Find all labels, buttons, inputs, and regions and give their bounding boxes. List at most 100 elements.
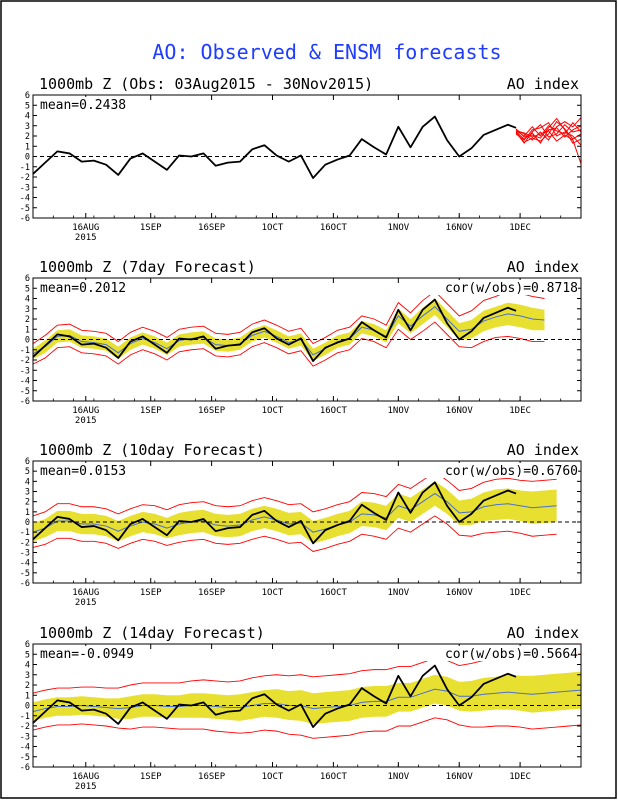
x-tick-label: 16NOV — [446, 223, 474, 233]
figure-title: AO: Observed & ENSM forecasts — [152, 40, 501, 64]
y-tick-label: 1 — [25, 142, 30, 152]
y-tick-label: -1 — [20, 163, 30, 173]
x-tick-label: 16AUG — [72, 588, 99, 598]
correlation-label-box — [421, 646, 578, 661]
y-tick-label: 1 — [25, 325, 30, 335]
ensemble-band — [33, 481, 557, 544]
x-tick-label: 1NOV — [387, 588, 409, 598]
x-tick-sublabel: 2015 — [75, 782, 97, 792]
chart-title: 1000mb Z (10day Forecast) — [39, 441, 265, 459]
x-tick-label: 1SEP — [140, 223, 162, 233]
mean-label-box — [37, 463, 149, 478]
y-tick-label: -5 — [20, 753, 30, 763]
x-tick-label: 1DEC — [509, 406, 531, 416]
x-tick-label: 1SEP — [140, 588, 162, 598]
x-tick-label: 1NOV — [387, 772, 409, 782]
forecast-member-line-2 — [515, 121, 582, 137]
y-tick-label: 5 — [25, 467, 30, 477]
y-tick-label: 1 — [25, 691, 30, 701]
mean-label-box — [37, 97, 149, 112]
ensemble-spread-low-line — [32, 717, 582, 739]
x-tick-label: 1DEC — [509, 772, 531, 782]
x-tick-label: 16OCT — [320, 406, 348, 416]
x-tick-label: 1NOV — [387, 223, 409, 233]
x-tick-label: 16SEP — [198, 772, 226, 782]
y-tick-label: -3 — [20, 366, 30, 376]
y-tick-label: 5 — [25, 284, 30, 294]
correlation-label: cor(w/obs)=0.5664 — [445, 647, 578, 662]
y-tick-label: -1 — [20, 712, 30, 722]
x-tick-label: 16AUG — [72, 772, 99, 782]
x-tick-label: 1DEC — [509, 223, 531, 233]
x-tick-label: 1OCT — [262, 772, 284, 782]
y-tick-label: -2 — [20, 173, 30, 183]
mean-label-box — [37, 646, 149, 661]
ao-index-label: AO index — [507, 75, 579, 93]
y-tick-label: 6 — [25, 91, 30, 101]
y-tick-label: 1 — [25, 508, 30, 518]
x-tick-label: 16AUG — [72, 406, 99, 416]
x-tick-sublabel: 2015 — [75, 598, 97, 608]
y-tick-label: 6 — [25, 640, 30, 650]
y-tick-label: 2 — [25, 315, 30, 325]
y-tick-label: 0 — [25, 336, 30, 346]
x-tick-label: 1DEC — [509, 588, 531, 598]
forecast-member-line-7 — [515, 123, 582, 145]
ao-index-label: AO index — [507, 441, 579, 459]
y-tick-label: 3 — [25, 305, 30, 315]
y-tick-label: -2 — [20, 356, 30, 366]
y-tick-label: -3 — [20, 549, 30, 559]
observed-line — [32, 664, 517, 728]
y-tick-label: -3 — [20, 183, 30, 193]
y-tick-label: 4 — [25, 295, 30, 305]
y-tick-label: 2 — [25, 498, 30, 508]
y-tick-label: -5 — [20, 204, 30, 214]
y-tick-label: 4 — [25, 477, 30, 487]
y-tick-label: -2 — [20, 722, 30, 732]
chart-title: 1000mb Z (Obs: 03Aug2015 - 30Nov2015) — [39, 75, 373, 93]
x-tick-label: 16OCT — [320, 588, 348, 598]
x-tick-label: 1OCT — [262, 406, 284, 416]
x-tick-label: 1NOV — [387, 406, 409, 416]
x-tick-label: 1SEP — [140, 772, 162, 782]
mean-label: mean=0.2438 — [40, 98, 126, 113]
ao-index-label: AO index — [507, 624, 579, 642]
mean-label: mean=-0.0949 — [40, 647, 134, 662]
x-tick-label: 16SEP — [198, 588, 226, 598]
y-tick-label: 3 — [25, 488, 30, 498]
forecast-member-line-8 — [515, 130, 582, 164]
mean-label: mean=0.2012 — [40, 281, 126, 296]
y-tick-label: 3 — [25, 122, 30, 132]
y-tick-label: -6 — [20, 397, 30, 407]
x-tick-label: 16OCT — [320, 772, 348, 782]
chart-title: 1000mb Z (7day Forecast) — [39, 258, 256, 276]
x-tick-sublabel: 2015 — [75, 416, 97, 426]
y-tick-label: 0 — [25, 153, 30, 163]
x-tick-label: 1OCT — [262, 223, 284, 233]
y-tick-label: 6 — [25, 457, 30, 467]
y-tick-label: 6 — [25, 274, 30, 284]
mean-label: mean=0.0153 — [40, 464, 126, 479]
y-tick-label: -5 — [20, 569, 30, 579]
chart-title: 1000mb Z (14day Forecast) — [39, 624, 265, 642]
y-tick-label: -6 — [20, 763, 30, 773]
y-tick-label: -1 — [20, 346, 30, 356]
y-tick-label: 3 — [25, 671, 30, 681]
y-tick-label: 4 — [25, 112, 30, 122]
x-tick-label: 1OCT — [262, 588, 284, 598]
forecast-member-line-3 — [515, 120, 582, 143]
y-tick-label: -5 — [20, 387, 30, 397]
ao-index-label: AO index — [507, 258, 579, 276]
ensemble-spread-high-line — [32, 471, 557, 517]
y-tick-label: -4 — [20, 559, 30, 569]
y-tick-label: -4 — [20, 377, 30, 387]
observed-line — [32, 481, 517, 545]
correlation-label: cor(w/obs)=0.8718 — [445, 281, 578, 296]
y-tick-label: -6 — [20, 214, 30, 224]
y-tick-label: -1 — [20, 528, 30, 538]
correlation-label-box — [421, 280, 578, 295]
observed-line — [32, 298, 517, 362]
